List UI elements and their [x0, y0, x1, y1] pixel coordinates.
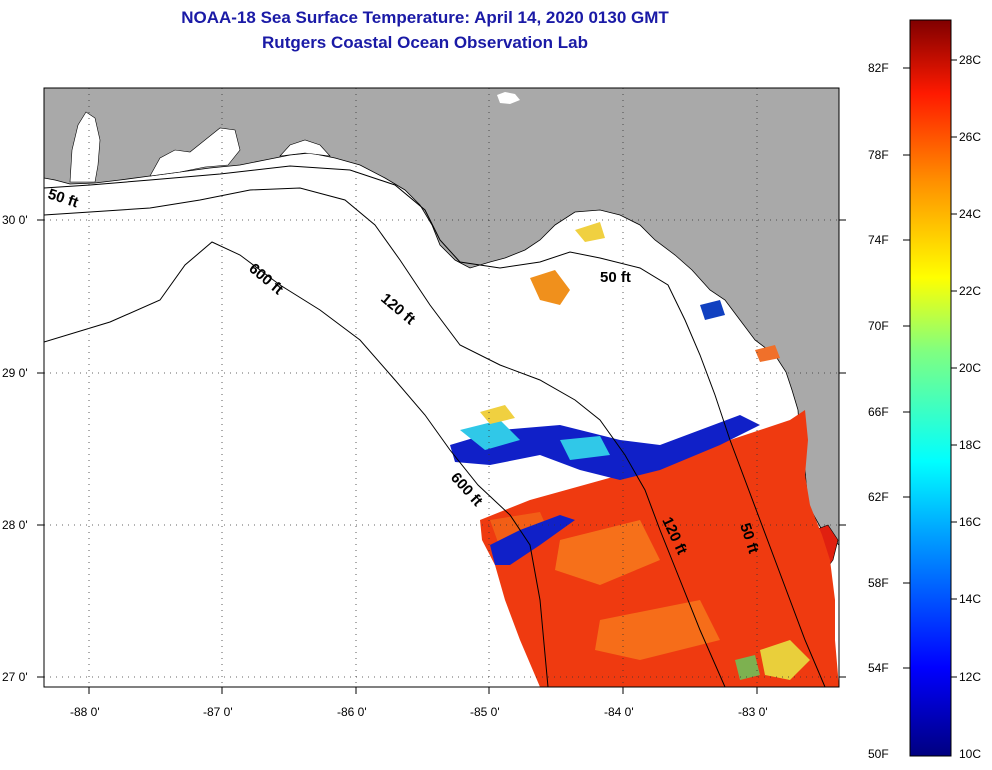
y-tick-label: 30 0' — [2, 213, 28, 227]
colorbar-f-label: 58F — [868, 576, 889, 590]
y-tick-label: 29 0' — [2, 366, 28, 380]
x-tick-label: -85 0' — [470, 705, 500, 719]
colorbar-c-label: 18C — [959, 438, 982, 452]
colorbar — [909, 19, 952, 757]
map-subtitle: Rutgers Coastal Ocean Observation Lab — [262, 33, 588, 52]
contour-50ft — [44, 165, 826, 687]
colorbar-f-label: 82F — [868, 61, 889, 75]
x-tick-label: -84 0' — [604, 705, 634, 719]
colorbar-ticks — [903, 59, 957, 678]
axis-ticks — [37, 219, 846, 694]
contour-label-50ft-bend: 50 ft — [600, 269, 631, 286]
x-tick-label: -83 0' — [738, 705, 768, 719]
sst-warm-region — [480, 410, 839, 687]
sst-yellow-patch-2 — [480, 405, 515, 424]
sst-orange-patch-coast — [755, 345, 780, 362]
map-frame — [43, 87, 840, 688]
x-tick-label: -88 0' — [70, 705, 100, 719]
colorbar-c-label: 22C — [959, 284, 982, 298]
colorbar-f-label: 70F — [868, 319, 889, 333]
sst-cyan-patch-2 — [560, 436, 610, 460]
colorbar-f-label: 66F — [868, 405, 889, 419]
contour-120ft — [44, 187, 726, 687]
colorbar-f-label: 78F — [868, 148, 889, 162]
colorbar-c-label: 28C — [959, 53, 982, 67]
colorbar-c-label: 10C — [959, 747, 982, 761]
sst-orange-patch-north — [530, 270, 570, 305]
colorbar-c-label: 12C — [959, 670, 982, 684]
bay-mobile — [69, 111, 101, 183]
colorbar-c-label: 24C — [959, 207, 982, 221]
x-tick-label: -87 0' — [203, 705, 233, 719]
sst-cold-band-2 — [490, 515, 575, 565]
inland-lake — [497, 92, 520, 104]
sst-green-patch — [735, 655, 760, 680]
map-title: NOAA-18 Sea Surface Temperature: April 1… — [181, 8, 669, 27]
sst-yellow-patch — [760, 640, 810, 680]
bay-pensacola — [149, 127, 241, 177]
grid-lines — [44, 88, 839, 687]
bay-choctaw — [279, 139, 331, 157]
colorbar-f-label: 74F — [868, 233, 889, 247]
colorbar-f-label: 50F — [868, 747, 889, 761]
y-tick-label: 27 0' — [2, 670, 28, 684]
colorbar-f-label: 62F — [868, 490, 889, 504]
colorbar-c-label: 26C — [959, 130, 982, 144]
colorbar-f-label: 54F — [868, 661, 889, 675]
colorbar-c-label: 16C — [959, 515, 982, 529]
contour-600ft — [44, 241, 549, 687]
sst-blue-patch-north — [700, 300, 725, 320]
y-tick-label: 28 0' — [2, 518, 28, 532]
colorbar-c-label: 20C — [959, 361, 982, 375]
sst-streak-1 — [555, 520, 660, 585]
x-tick-label: -86 0' — [337, 705, 367, 719]
sst-yellow-patch-north — [575, 222, 605, 242]
sst-cyan-patch-1 — [460, 420, 520, 450]
land-mass — [44, 88, 839, 546]
sst-streak-2 — [595, 600, 720, 660]
colorbar-c-label: 14C — [959, 592, 982, 606]
